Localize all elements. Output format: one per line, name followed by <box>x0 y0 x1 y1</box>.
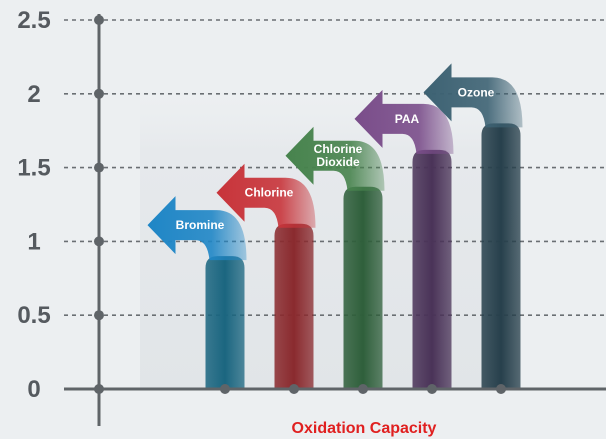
bar-column-chlorine <box>274 223 314 389</box>
x-tick-dot-chlorine <box>289 384 299 394</box>
bar-label-chlorine: Chlorine <box>245 186 294 200</box>
y-tick-label-2: 2 <box>27 81 40 108</box>
bar-chlorine-dioxide: Chlorine Dioxide <box>285 126 385 389</box>
y-tick-label-0-5: 0.5 <box>17 302 50 329</box>
bar-arrow-chlorine <box>216 163 316 228</box>
y-tick-label-2-5: 2.5 <box>17 7 50 34</box>
bar-label-line-2: Dioxide <box>316 155 360 169</box>
x-axis-title: Oxidation Capacity <box>292 420 437 437</box>
y-tick-label-1: 1 <box>27 228 40 255</box>
y-tick-labels: 0 0.5 1 1.5 2 2.5 <box>17 7 50 403</box>
axes <box>64 14 606 426</box>
x-tick-dot-chlorine-dioxide <box>358 384 368 394</box>
bar-label-bromine: Bromine <box>176 218 225 232</box>
bar-label-ozone: Ozone <box>458 85 495 99</box>
bar-bromine: Bromine <box>147 196 247 389</box>
bar-label-chlorine-dioxide: Chlorine Dioxide <box>314 142 363 169</box>
x-tick-dot-ozone <box>496 384 506 394</box>
bar-arrow-ozone <box>423 63 523 128</box>
bar-label-paa: PAA <box>395 112 420 126</box>
bar-arrow-chlorine-dioxide <box>285 126 385 191</box>
bar-chlorine: Chlorine <box>216 163 316 389</box>
bar-paa: PAA <box>354 89 454 389</box>
bar-label-line-1: Chlorine <box>314 142 363 156</box>
x-tick-dot-bromine <box>220 384 230 394</box>
y-tick-label-1-5: 1.5 <box>17 155 50 182</box>
bar-column-paa <box>412 149 452 389</box>
bar-ozone: Ozone <box>423 63 523 389</box>
bar-arrow-paa <box>354 89 454 154</box>
x-tick-dot-paa <box>427 384 437 394</box>
bar-column-bromine <box>205 256 245 389</box>
y-tick-label-0: 0 <box>27 376 40 403</box>
bar-column-chlorine-dioxide <box>343 186 383 389</box>
bar-arrow-bromine <box>147 196 247 261</box>
bar-column-ozone <box>481 123 521 389</box>
